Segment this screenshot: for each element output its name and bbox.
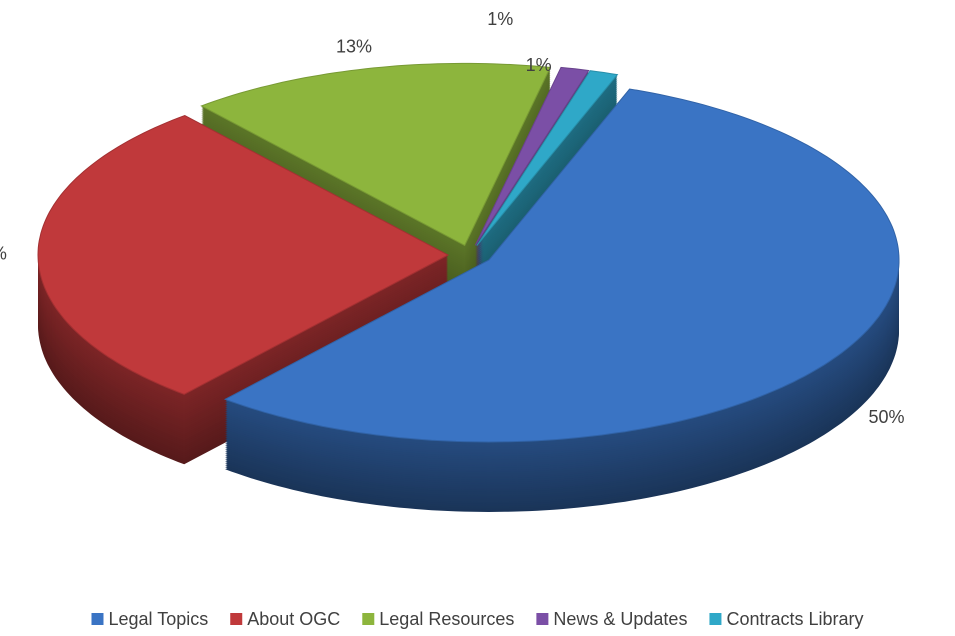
slice xyxy=(474,66,590,246)
data-label: 1% xyxy=(526,55,552,75)
legend-swatch xyxy=(536,613,549,625)
data-label: 50% xyxy=(868,407,904,427)
legend-label: About OGC xyxy=(247,609,340,629)
slice xyxy=(200,62,552,247)
legend: Legal Topics About OGC Legal Resources News… xyxy=(91,609,864,629)
legend-swatch xyxy=(362,613,375,625)
data-label: 1% xyxy=(487,9,513,29)
legend-label: News & Updates xyxy=(553,609,687,629)
data-label: 25% xyxy=(0,244,7,264)
legend-swatch xyxy=(230,613,243,625)
legend-label: Contracts Library xyxy=(726,609,863,629)
legend-label: Legal Resources xyxy=(379,609,514,629)
slice xyxy=(223,88,900,443)
slice xyxy=(37,114,450,395)
legend-swatch xyxy=(91,613,104,625)
data-label: 13% xyxy=(336,36,372,56)
legend-label: Legal Topics xyxy=(108,609,208,629)
legend-swatch xyxy=(709,613,722,625)
slice xyxy=(476,70,619,246)
